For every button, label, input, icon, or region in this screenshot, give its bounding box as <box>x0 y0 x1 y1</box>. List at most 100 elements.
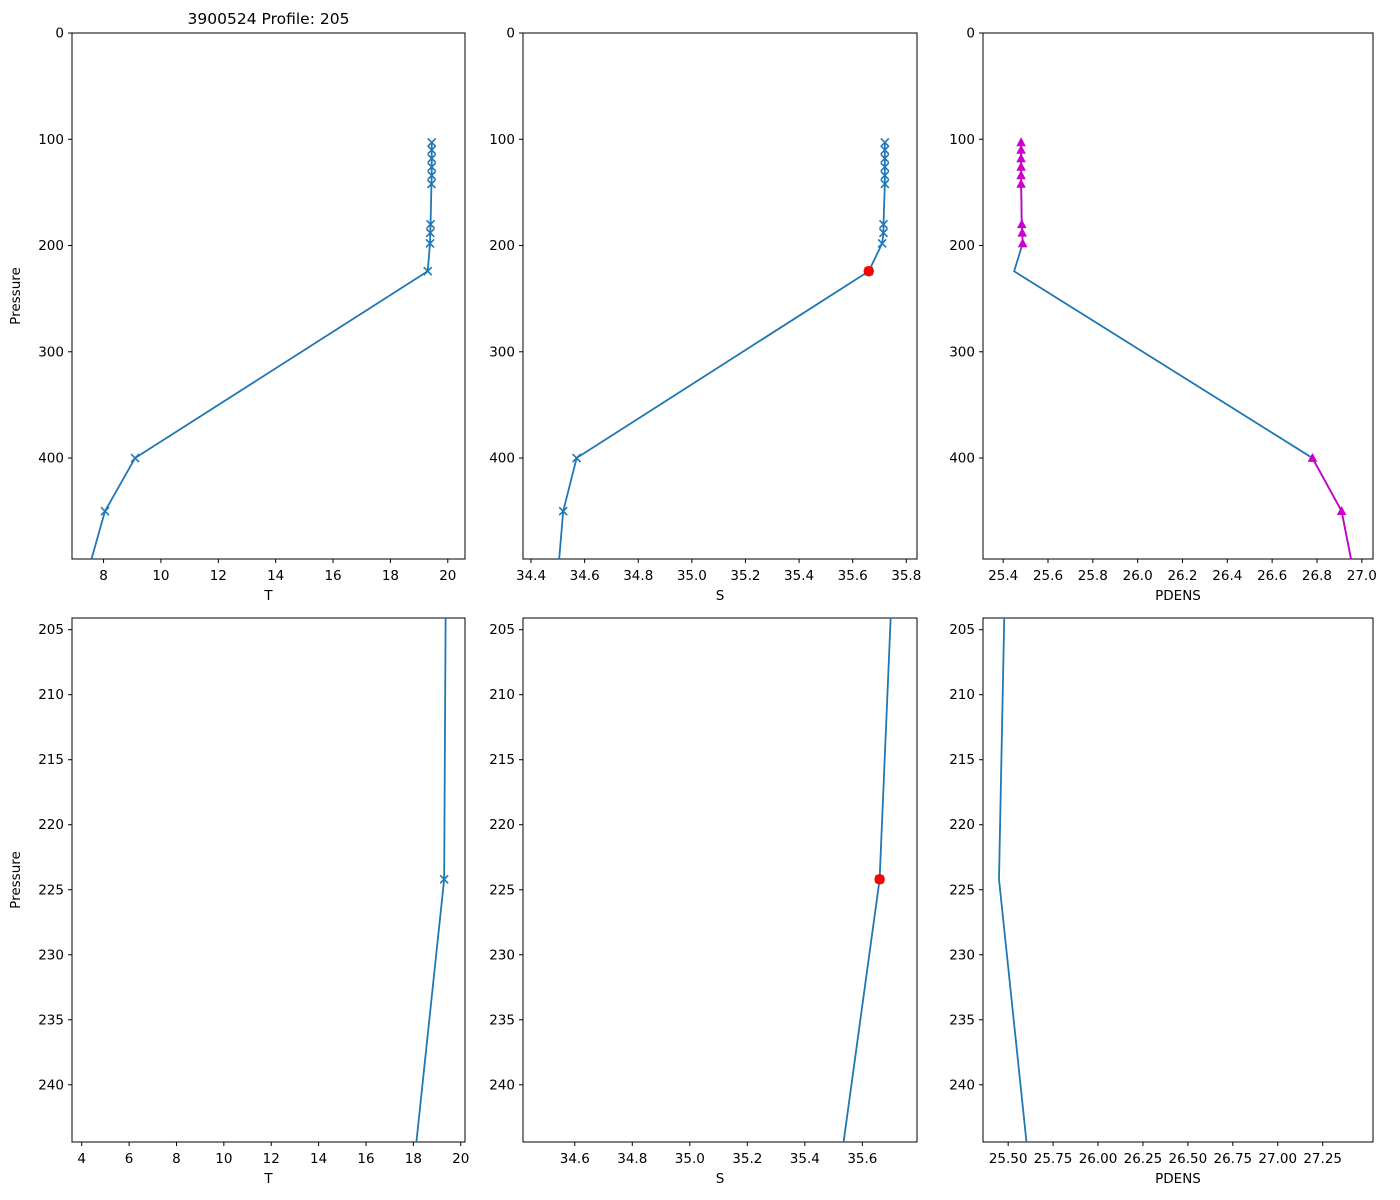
x-marker <box>130 453 140 463</box>
x-tick-label: 20 <box>439 568 456 584</box>
magenta-overlay-line <box>1311 457 1352 559</box>
y-tick-label: 200 <box>489 238 515 254</box>
triangle-marker <box>1017 238 1028 248</box>
axes-frame <box>522 617 918 1143</box>
x-tick-label: 26.2 <box>1167 568 1197 584</box>
y-tick-label: 235 <box>38 1012 64 1028</box>
x-marker <box>877 238 887 248</box>
y-tick-label: 200 <box>949 238 975 254</box>
x-marker <box>427 153 437 163</box>
panel-S-full: 34.4 34.6 34.8 35.0 35.2 35.4 35.6 35.8 0 100 200 3… <box>489 26 921 605</box>
x-tick-label: 25.8 <box>1078 568 1108 584</box>
triangle-marker <box>1001 403 1011 412</box>
x-axis-label: S <box>716 1171 725 1187</box>
profile-line-T <box>415 618 447 1142</box>
y-tick-label: 200 <box>38 238 64 254</box>
y-tick-label: 235 <box>489 1012 515 1028</box>
x-marker <box>891 301 899 309</box>
x-marker <box>443 301 451 309</box>
x-tick-label: 35.0 <box>677 568 707 584</box>
x-tick-label: 35.2 <box>732 1151 762 1167</box>
x-tick-label: 10 <box>152 568 169 584</box>
x-tick-label: 20 <box>452 1151 469 1167</box>
x-tick-label: 26.00 <box>1079 1151 1118 1167</box>
y-axis-label: Pressure <box>8 267 24 325</box>
x-marker <box>878 228 889 238</box>
red-dot-marker <box>874 874 885 885</box>
x-tick-label: 25.6 <box>1033 568 1063 584</box>
x-tick-label: 18 <box>382 568 399 584</box>
panel-PDENS-full: 25.4 25.6 25.8 26.0 26.2 26.4 26.6 26.8 27.0 0 100… <box>949 26 1377 605</box>
y-tick-label: 400 <box>38 451 64 467</box>
x-tick-label: 34.8 <box>617 1151 647 1167</box>
y-tick-label: 220 <box>949 817 975 833</box>
x-tick-label: 26.6 <box>1257 568 1287 584</box>
plot-area <box>842 301 899 1142</box>
y-tick-label: 210 <box>38 687 64 703</box>
x-tick-label: 8 <box>99 568 108 584</box>
y-tick-label: 220 <box>38 817 64 833</box>
triangle-marker <box>1000 299 1010 308</box>
y-tick-label: 240 <box>38 1077 64 1093</box>
triangle-marker <box>1017 227 1028 237</box>
y-tick-label: 300 <box>38 344 64 360</box>
x-tick-label: 12 <box>210 568 227 584</box>
x-tick-label: 26.25 <box>1124 1151 1163 1167</box>
triangle-marker <box>1016 219 1027 229</box>
y-tick-label: 205 <box>38 622 64 638</box>
y-tick-label: 215 <box>489 752 515 768</box>
x-tick-label: 34.4 <box>516 568 546 584</box>
x-marker <box>427 137 437 148</box>
x-marker <box>100 506 110 516</box>
x-marker <box>880 162 890 172</box>
x-tick-label: 35.0 <box>675 1151 705 1167</box>
x-marker <box>880 170 890 180</box>
x-tick-label: 35.6 <box>847 1151 877 1167</box>
panel-PDENS-zoom: 25.50 25.75 26.00 26.25 26.50 26.75 27.00 27.25… <box>949 299 1374 1187</box>
x-tick-label: 10 <box>215 1151 232 1167</box>
x-marker <box>880 153 890 163</box>
y-tick-label: 225 <box>38 882 64 898</box>
x-tick-label: 34.8 <box>623 568 653 584</box>
y-tick-label: 300 <box>489 344 515 360</box>
x-axis-label: PDENS <box>1155 1171 1201 1187</box>
x-tick-label: 18 <box>405 1151 422 1167</box>
x-tick-label: 35.6 <box>838 568 868 584</box>
profile-line-S <box>558 142 886 559</box>
x-tick-label: 35.4 <box>790 1151 820 1167</box>
x-tick-label: 4 <box>77 1151 86 1167</box>
red-dot-marker <box>863 266 874 277</box>
plot-area <box>558 137 890 559</box>
y-tick-label: 210 <box>489 687 515 703</box>
y-tick-label: 225 <box>489 882 515 898</box>
x-tick-label: 26.4 <box>1212 568 1242 584</box>
x-axis-label: PDENS <box>1155 588 1201 604</box>
y-tick-label: 0 <box>966 26 975 42</box>
y-tick-label: 230 <box>489 947 515 963</box>
y-tick-label: 210 <box>949 687 975 703</box>
triangle-marker <box>1307 452 1318 462</box>
y-tick-label: 300 <box>949 344 975 360</box>
x-marker <box>427 170 437 180</box>
x-marker <box>442 535 450 543</box>
x-tick-label: 34.6 <box>570 568 600 584</box>
triangle-marker <box>1016 137 1026 147</box>
triangle-marker <box>1016 153 1026 163</box>
x-tick-label: 8 <box>172 1151 181 1167</box>
profile-line-PDENS <box>998 618 1028 1142</box>
x-tick-label: 26.0 <box>1123 568 1153 584</box>
x-tick-label: 14 <box>310 1151 327 1167</box>
axes-frame <box>71 617 466 1143</box>
x-tick-label: 26.75 <box>1213 1151 1252 1167</box>
x-tick-label: 14 <box>267 568 284 584</box>
x-marker <box>890 535 898 543</box>
axes-frame <box>522 32 918 560</box>
x-marker <box>442 405 450 413</box>
y-tick-label: 220 <box>489 817 515 833</box>
x-tick-label: 25.4 <box>988 568 1018 584</box>
x-tick-label: 34.6 <box>560 1151 590 1167</box>
triangle-marker <box>1016 144 1026 154</box>
x-tick-label: 35.4 <box>784 568 814 584</box>
figure-title: 3900524 Profile: 205 <box>187 10 350 28</box>
x-tick-label: 35.8 <box>891 568 921 584</box>
